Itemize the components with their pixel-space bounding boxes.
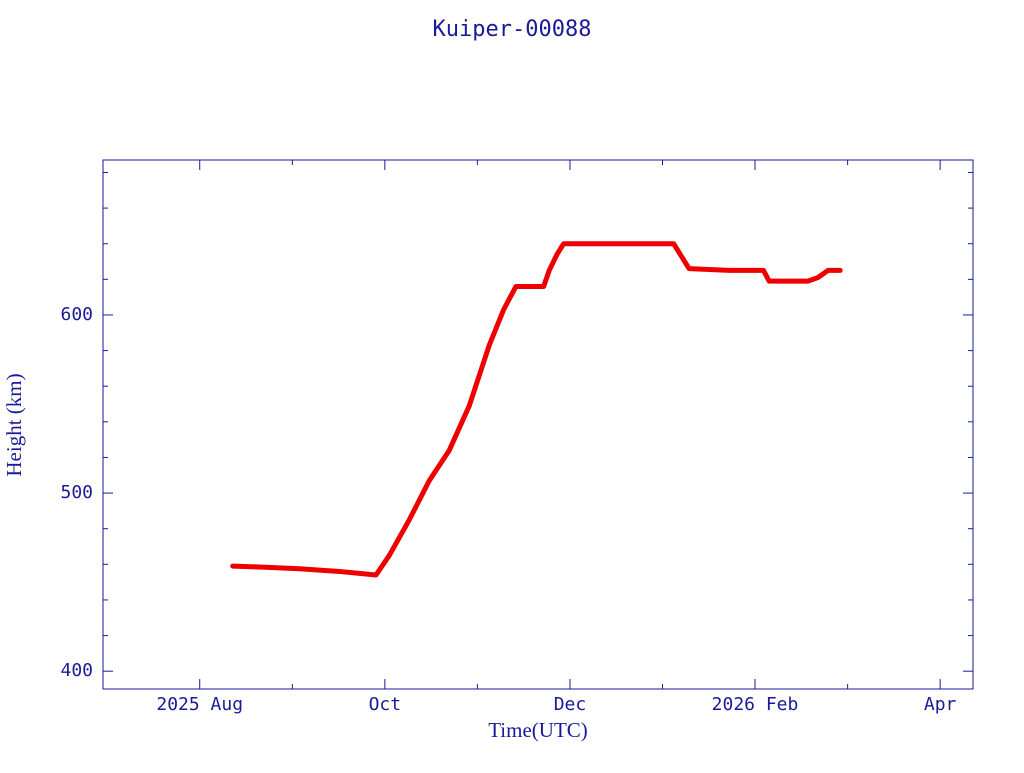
plot-frame: [102, 159, 974, 690]
x-tick-label: Apr: [924, 694, 957, 715]
x-axis-label: Time(UTC): [488, 718, 588, 742]
y-axis-label: Height (km): [2, 373, 26, 476]
y-tick-label: 600: [60, 304, 93, 325]
x-tick-label: Oct: [369, 694, 402, 715]
chart-title: Kuiper-00088: [433, 17, 592, 42]
x-tick-label: 2025 Aug: [156, 694, 243, 715]
y-tick-label: 500: [60, 482, 93, 503]
x-tick-label: Dec: [554, 694, 587, 715]
y-tick-label: 400: [60, 660, 93, 681]
data-line: [230, 241, 843, 578]
x-tick-label: 2026 Feb: [712, 694, 799, 715]
